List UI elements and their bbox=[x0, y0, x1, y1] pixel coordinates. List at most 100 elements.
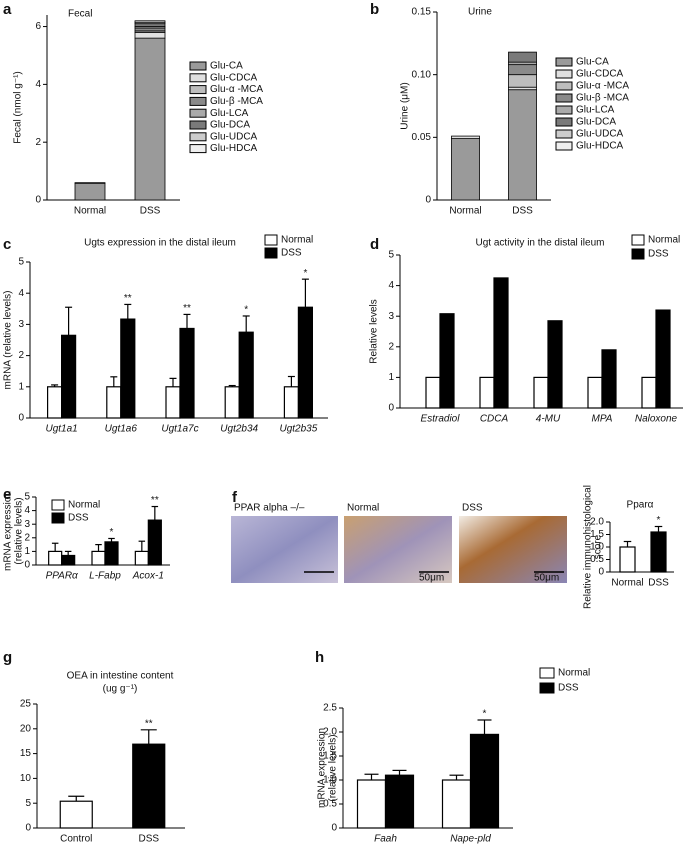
legend-label: Glu-CA bbox=[210, 61, 243, 72]
legend-swatch bbox=[189, 144, 207, 154]
y-tick-label: 0.5 bbox=[323, 799, 337, 810]
y-axis-label: (relative levels) bbox=[328, 734, 339, 801]
bar bbox=[425, 376, 441, 409]
significance-label: ** bbox=[151, 495, 159, 506]
y-tick-label: 5 bbox=[24, 492, 30, 503]
bar-segment bbox=[451, 135, 480, 139]
significance-label: ** bbox=[183, 303, 191, 314]
y-axis-label: mRNA expression bbox=[317, 728, 328, 808]
y-tick-label: 6 bbox=[35, 21, 41, 32]
significance-label: ** bbox=[124, 293, 132, 304]
y-tick-label: 1 bbox=[18, 381, 24, 392]
legend-swatch bbox=[189, 132, 207, 142]
x-tick-label: Ugt1a1 bbox=[45, 424, 77, 435]
panel-label: h bbox=[315, 649, 324, 666]
legend-swatch bbox=[189, 108, 207, 118]
y-tick-label: 2.0 bbox=[590, 517, 604, 528]
legend-label: Glu-β -MCA bbox=[576, 93, 629, 104]
legend-swatch bbox=[555, 93, 573, 103]
y-tick-label: 0.05 bbox=[412, 132, 432, 143]
y-tick-label: 0 bbox=[25, 823, 31, 834]
x-tick-label: Ugt2b34 bbox=[220, 424, 258, 435]
legend-swatch bbox=[264, 234, 278, 246]
bar-segment bbox=[508, 51, 537, 63]
legend-label: Glu-α -MCA bbox=[210, 84, 263, 95]
y-tick-label: 15 bbox=[20, 748, 32, 759]
bar bbox=[533, 376, 549, 409]
y-tick-label: 0 bbox=[598, 567, 604, 578]
y-axis-label: (relative levels) bbox=[14, 497, 25, 564]
x-tick-label: Ugt1a6 bbox=[105, 424, 138, 435]
y-tick-label: 2.5 bbox=[323, 703, 337, 714]
bar-segment bbox=[74, 182, 106, 184]
y-tick-label: 2 bbox=[35, 137, 41, 148]
chart-title: Pparα bbox=[627, 500, 654, 511]
y-tick-label: 5 bbox=[18, 257, 24, 268]
y-tick-label: 1.5 bbox=[590, 529, 604, 540]
x-tick-label: Normal bbox=[449, 206, 481, 217]
bar bbox=[61, 554, 76, 566]
legend-label: Glu-LCA bbox=[576, 105, 615, 116]
x-tick-label: Naloxone bbox=[635, 414, 678, 425]
bar bbox=[650, 531, 667, 573]
y-tick-label: 0 bbox=[331, 823, 337, 834]
y-tick-label: 5 bbox=[388, 250, 394, 261]
y-axis-label: Relative immunohistological bbox=[583, 485, 594, 609]
legend-swatch bbox=[555, 129, 573, 139]
y-tick-label: 3 bbox=[388, 311, 394, 322]
y-tick-label: 0.15 bbox=[412, 7, 432, 18]
y-tick-label: 1 bbox=[388, 372, 394, 383]
scale-bar-label: 50μm bbox=[534, 573, 559, 584]
y-tick-label: 1.0 bbox=[323, 775, 337, 786]
y-tick-label: 20 bbox=[20, 723, 32, 734]
y-tick-label: 2 bbox=[24, 532, 30, 543]
legend-swatch bbox=[555, 69, 573, 79]
legend-swatch bbox=[189, 85, 207, 95]
y-axis-label: Relative levels bbox=[369, 299, 380, 363]
panel-label: f bbox=[232, 489, 238, 506]
y-tick-label: 4 bbox=[24, 505, 30, 516]
micrograph-label: Normal bbox=[347, 503, 379, 514]
x-tick-label: Faah bbox=[374, 834, 397, 845]
x-tick-label: CDCA bbox=[480, 414, 509, 425]
panel-label: d bbox=[370, 236, 379, 253]
legend-label: DSS bbox=[68, 513, 89, 524]
bar bbox=[479, 376, 495, 409]
x-tick-label: DSS bbox=[512, 206, 533, 217]
bar bbox=[48, 550, 63, 566]
legend-label: Glu-LCA bbox=[210, 108, 249, 119]
legend-label: Glu-CDCA bbox=[576, 69, 624, 80]
chart-title: Urine bbox=[468, 7, 492, 18]
y-tick-label: 25 bbox=[20, 699, 32, 710]
bar bbox=[297, 306, 313, 419]
y-tick-label: 0 bbox=[388, 403, 394, 414]
legend-label: Glu-DCA bbox=[576, 117, 616, 128]
y-tick-label: 0 bbox=[24, 560, 30, 571]
significance-label: * bbox=[657, 515, 661, 526]
x-tick-label: L-Fabp bbox=[89, 571, 121, 582]
bar bbox=[641, 376, 657, 409]
legend-label: Glu-HDCA bbox=[210, 143, 258, 154]
legend-label: Glu-HDCA bbox=[576, 141, 624, 152]
bar-segment bbox=[451, 138, 480, 201]
x-tick-label: Normal bbox=[611, 578, 643, 589]
legend-swatch bbox=[555, 117, 573, 127]
x-tick-label: Ugt2b35 bbox=[279, 424, 317, 435]
bar-segment bbox=[508, 64, 537, 76]
bar-segment bbox=[134, 27, 166, 32]
legend-label: DSS bbox=[281, 248, 302, 259]
bar bbox=[547, 320, 563, 409]
x-tick-label: Normal bbox=[74, 206, 106, 217]
legend-swatch bbox=[51, 512, 65, 524]
chart-subtitle: (ug g⁻¹) bbox=[103, 684, 138, 695]
bar bbox=[59, 800, 93, 829]
panel-label: b bbox=[370, 1, 379, 18]
legend-label: Normal bbox=[281, 235, 313, 246]
bar bbox=[179, 327, 195, 419]
y-axis-label: score bbox=[593, 534, 604, 559]
legend-swatch bbox=[264, 247, 278, 259]
y-tick-label: 0.10 bbox=[412, 69, 432, 80]
bar bbox=[356, 779, 387, 829]
bar bbox=[46, 386, 63, 419]
